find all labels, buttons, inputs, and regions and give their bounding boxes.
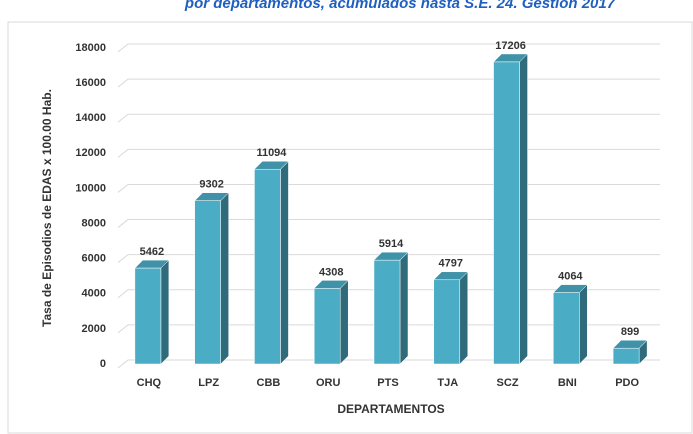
y-tick-label: 2000 bbox=[82, 323, 106, 335]
bar-side bbox=[339, 279, 349, 365]
bar bbox=[433, 271, 469, 365]
bar-front bbox=[433, 279, 461, 365]
bar-front bbox=[373, 259, 401, 365]
data-label: 5914 bbox=[379, 238, 404, 250]
bar bbox=[373, 251, 409, 365]
chart-frame bbox=[7, 21, 693, 434]
bar bbox=[552, 284, 588, 365]
x-tick-label: SCZ bbox=[497, 377, 519, 389]
data-label: 4064 bbox=[558, 271, 583, 283]
bar bbox=[492, 53, 529, 365]
bar-front bbox=[194, 200, 221, 365]
y-tick-label: 18000 bbox=[75, 42, 106, 54]
bar-side bbox=[220, 192, 229, 365]
data-label: 9302 bbox=[199, 179, 223, 191]
bar-front bbox=[254, 168, 281, 365]
x-tick-label: ORU bbox=[316, 377, 341, 389]
bar-side bbox=[399, 251, 409, 365]
x-tick-label: TJA bbox=[437, 377, 458, 389]
bar-side bbox=[160, 259, 170, 365]
data-label: 899 bbox=[621, 326, 639, 338]
y-tick-label: 6000 bbox=[82, 253, 106, 265]
bar bbox=[134, 259, 170, 365]
y-tick-label: 0 bbox=[100, 358, 106, 370]
x-tick-label: PTS bbox=[377, 377, 398, 389]
y-axis-label: Tasa de Episodios de EDAS x 100.00 Hab. bbox=[40, 89, 54, 327]
bar-side bbox=[579, 284, 588, 365]
data-label: 4308 bbox=[319, 266, 343, 278]
data-label: 17206 bbox=[495, 40, 526, 52]
x-tick-label: CHQ bbox=[137, 377, 162, 389]
y-tick-label: 8000 bbox=[82, 217, 106, 229]
bar-front bbox=[612, 347, 640, 365]
grid-line bbox=[117, 78, 660, 88]
bar bbox=[194, 192, 230, 365]
y-tick-label: 16000 bbox=[75, 77, 106, 89]
grid-line bbox=[117, 113, 660, 123]
bar-side bbox=[519, 53, 528, 365]
y-tick-label: 4000 bbox=[82, 288, 106, 300]
data-label: 11094 bbox=[256, 147, 287, 159]
bar bbox=[612, 339, 648, 365]
bar-side bbox=[459, 271, 469, 365]
bar-front bbox=[134, 267, 162, 365]
bar-front bbox=[313, 288, 341, 365]
x-tick-label: PDO bbox=[615, 377, 639, 389]
grid-line bbox=[117, 219, 660, 228]
grid-line bbox=[117, 359, 660, 369]
x-tick-label: LPZ bbox=[198, 377, 219, 389]
grid-line bbox=[117, 183, 660, 193]
x-tick-label: CBB bbox=[257, 377, 281, 389]
y-tick-label: 10000 bbox=[75, 182, 106, 194]
x-tick-label: BNI bbox=[558, 377, 577, 389]
bar-front bbox=[553, 292, 580, 365]
x-axis-label: DEPARTAMENTOS bbox=[337, 402, 444, 416]
grid-line bbox=[117, 254, 660, 264]
bar bbox=[253, 160, 290, 365]
grid-line bbox=[117, 324, 660, 334]
grid-line bbox=[117, 43, 660, 53]
data-label: 5462 bbox=[140, 246, 164, 258]
bar bbox=[313, 279, 349, 365]
bar-front bbox=[493, 61, 520, 365]
chart-title: por departamentos, acumulados hasta S.E.… bbox=[184, 0, 616, 12]
bar-side bbox=[280, 160, 289, 365]
y-tick-label: 12000 bbox=[75, 147, 106, 159]
data-label: 4797 bbox=[439, 258, 463, 270]
grid-line bbox=[117, 289, 660, 299]
y-tick-label: 14000 bbox=[75, 112, 106, 124]
grid-line bbox=[117, 148, 660, 158]
